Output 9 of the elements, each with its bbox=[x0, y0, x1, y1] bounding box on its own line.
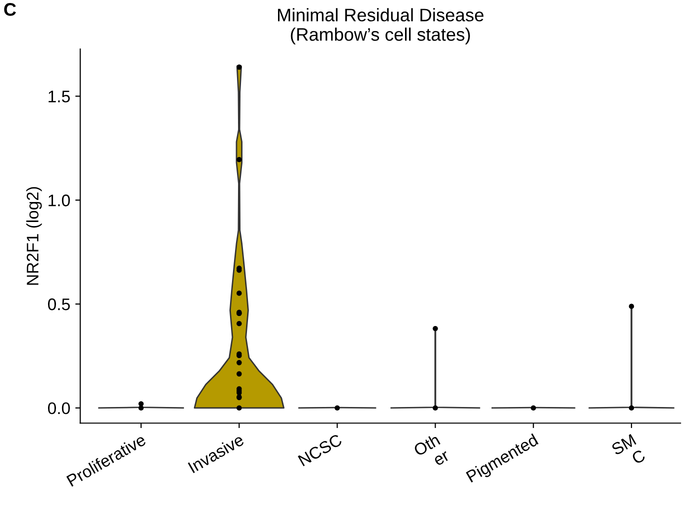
x-tick-label: SM C bbox=[610, 434, 646, 465]
chart-title: Minimal Residual Disease (Rambow’s cell states) bbox=[278, 8, 484, 44]
y-tick-label: 0.5 bbox=[48, 298, 70, 310]
y-tick-label: 0.0 bbox=[48, 402, 70, 414]
y-tick-label: 1.5 bbox=[48, 90, 70, 102]
x-tick-label: Oth er bbox=[412, 433, 450, 466]
y-axis-title: NR2F1 (log2) bbox=[26, 187, 42, 285]
y-tick-label: 1.0 bbox=[48, 194, 70, 206]
text: C bbox=[4, 3, 16, 16]
